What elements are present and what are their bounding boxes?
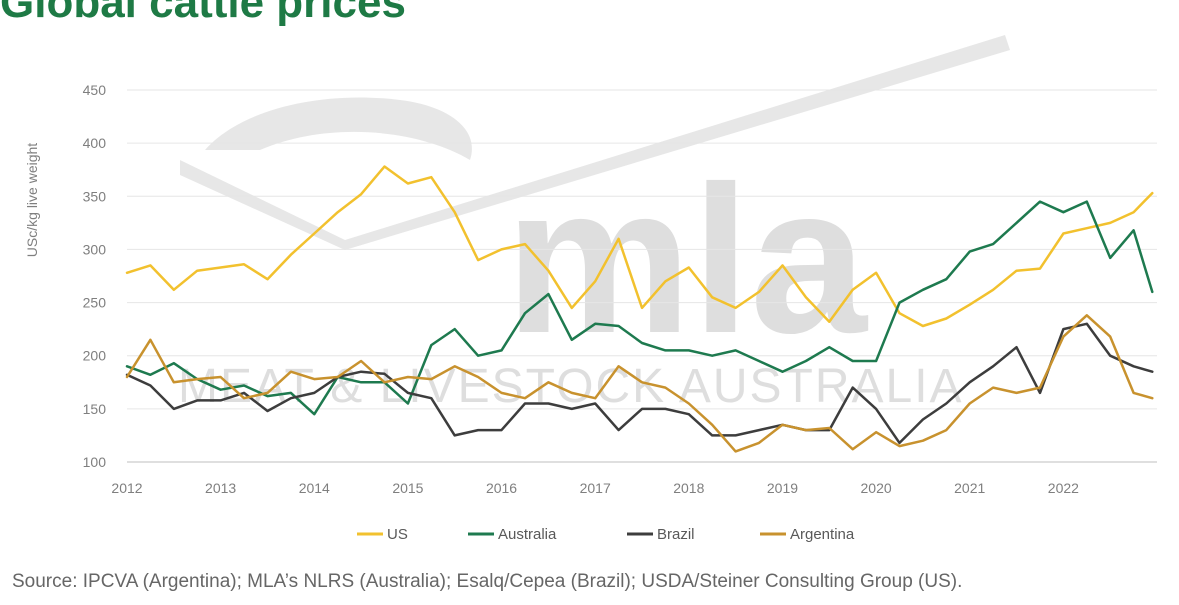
y-axis-label: USc/kg live weight [24,143,40,257]
legend-label: Brazil [657,526,695,543]
x-tick-label: 2016 [486,480,517,496]
watermark-swoosh [205,97,472,160]
series-line-brazil [125,322,1154,445]
x-tick-label: 2022 [1048,480,1079,496]
series-line-us [125,165,1154,328]
y-tick-label: 450 [83,82,107,98]
y-tick-label: 350 [83,188,107,204]
series-line-argentina [125,314,1154,453]
series [125,165,1154,453]
y-tick-label: 250 [83,295,107,311]
source-note: Source: IPCVA (Argentina); MLA’s NLRS (A… [12,571,963,592]
watermark-logo-text: mla [505,142,869,377]
legend-label: Australia [498,526,557,543]
x-tick-label: 2019 [767,480,798,496]
legend-item-us: US [357,526,408,543]
legend-label: US [387,526,408,543]
x-tick-label: 2013 [205,480,236,496]
x-tick-label: 2017 [580,480,611,496]
y-tick-label: 100 [83,454,107,470]
y-axis: 100 150 200 250 300 350 400 450 [83,82,107,470]
y-tick-label: 200 [83,348,107,364]
legend-item-australia: Australia [468,526,557,543]
legend-item-brazil: Brazil [627,526,695,543]
x-tick-label: 2021 [954,480,985,496]
x-tick-label: 2012 [111,480,142,496]
legend: US Australia Brazil Argentina [357,526,855,543]
y-tick-label: 300 [83,241,107,257]
x-tick-label: 2020 [861,480,892,496]
x-tick-label: 2014 [299,480,330,496]
series-line-australia [125,200,1154,416]
legend-item-argentina: Argentina [760,526,855,543]
legend-label: Argentina [790,526,855,543]
watermark-subtitle: MEAT & LIVESTOCK AUSTRALIA [178,360,964,413]
y-tick-label: 400 [83,135,107,151]
x-axis: 2012 2013 2014 2015 2016 2017 2018 2019 2020 2021… [111,480,1079,496]
y-tick-label: 150 [83,401,107,417]
chart-title: Global cattle prices [0,0,406,27]
mla-watermark: mla MEAT & LIVESTOCK AUSTRALIA [178,35,1010,413]
x-tick-label: 2015 [392,480,423,496]
x-tick-label: 2018 [673,480,704,496]
